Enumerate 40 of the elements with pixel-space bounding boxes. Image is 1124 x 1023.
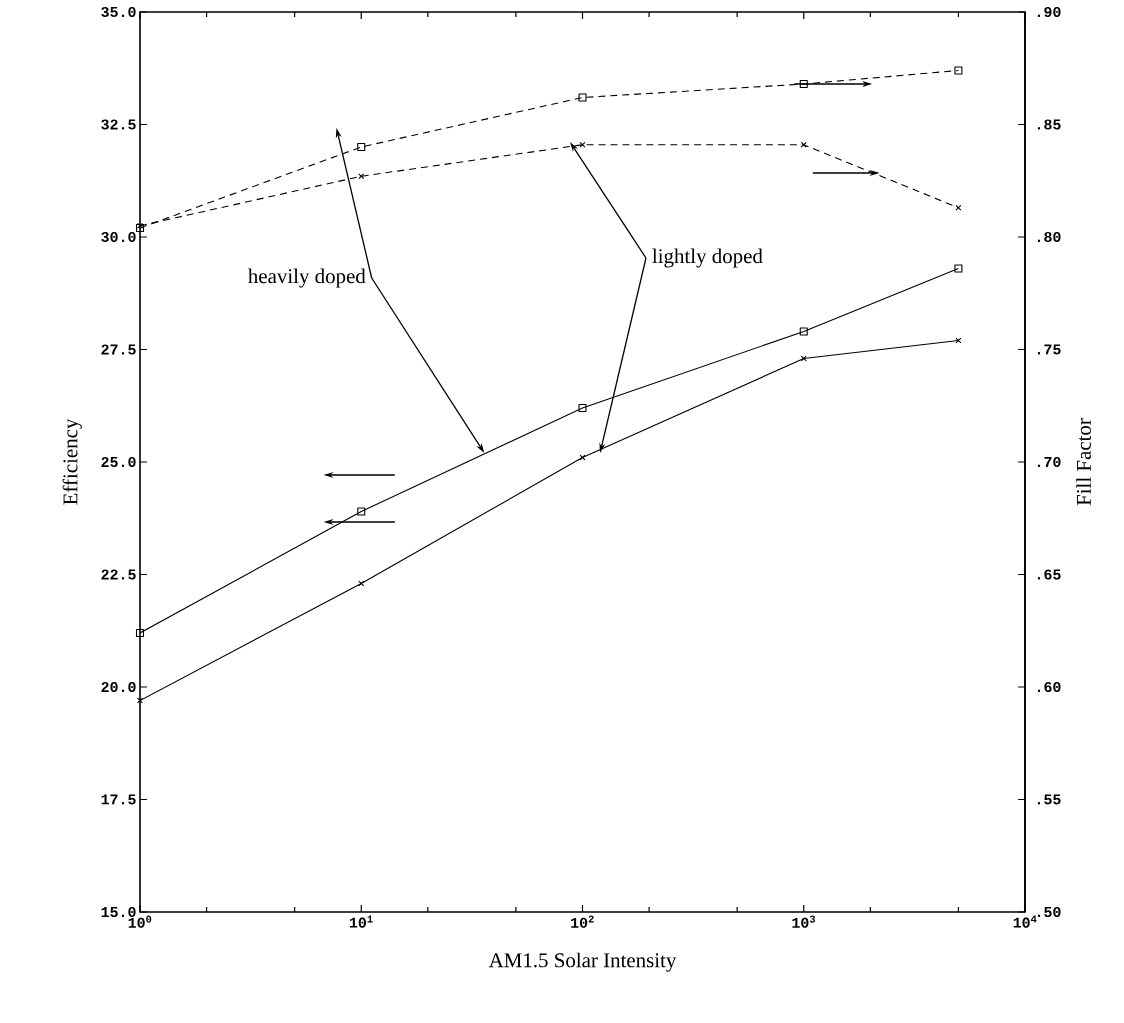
- point: [358, 580, 365, 587]
- y-tick-label: 20.0: [101, 681, 136, 693]
- point: [357, 507, 366, 516]
- x-tick-label: 10$^{4}$: [1013, 915, 1037, 928]
- y2-tick-label: .50: [1037, 906, 1061, 918]
- y2-tick-label: .70: [1037, 456, 1061, 468]
- point: [578, 403, 587, 413]
- y-tick-label: 22.5: [101, 569, 136, 580]
- y2-tick-label: .80: [1037, 231, 1061, 243]
- y-tick-label: 15.0: [101, 906, 136, 918]
- y2-axis-title: Fill Factor: [1076, 418, 1091, 506]
- x-tick-label: 10$^{3}$: [792, 915, 816, 928]
- y-tick-label: 35.0: [101, 6, 136, 18]
- y2-tick-label: .85: [1037, 119, 1061, 130]
- point: [579, 141, 586, 148]
- y2-tick-label: .60: [1037, 681, 1061, 693]
- y2-tick-label: .55: [1037, 794, 1061, 805]
- x-tick-label: 10$^{2}$: [571, 915, 594, 928]
- point: [135, 223, 145, 233]
- point: [357, 142, 366, 152]
- y-tick-label: 25.0: [101, 456, 136, 468]
- y2-tick-label: .90: [1037, 6, 1061, 18]
- y2-tick-label: .65: [1037, 569, 1061, 580]
- annotation: heavily doped: [248, 268, 366, 288]
- y-tick-label: 30.0: [101, 231, 136, 243]
- point: [136, 697, 144, 704]
- y-tick-label: 17.5: [101, 794, 136, 805]
- point: [800, 355, 807, 362]
- point: [136, 222, 144, 229]
- y-axis-title: Efficiency: [62, 418, 82, 505]
- x-axis-title: AM1.5 Solar Intensity: [488, 952, 677, 972]
- y-tick-label: 27.5: [101, 344, 136, 355]
- point: [799, 79, 808, 89]
- annotation: lightly doped: [652, 248, 763, 268]
- point: [135, 628, 145, 638]
- point: [799, 327, 808, 336]
- y2-tick-label: .75: [1037, 344, 1061, 355]
- point: [578, 93, 587, 102]
- x-tick-label: 10$^{1}$: [349, 915, 373, 928]
- y-tick-label: 32.5: [101, 119, 136, 130]
